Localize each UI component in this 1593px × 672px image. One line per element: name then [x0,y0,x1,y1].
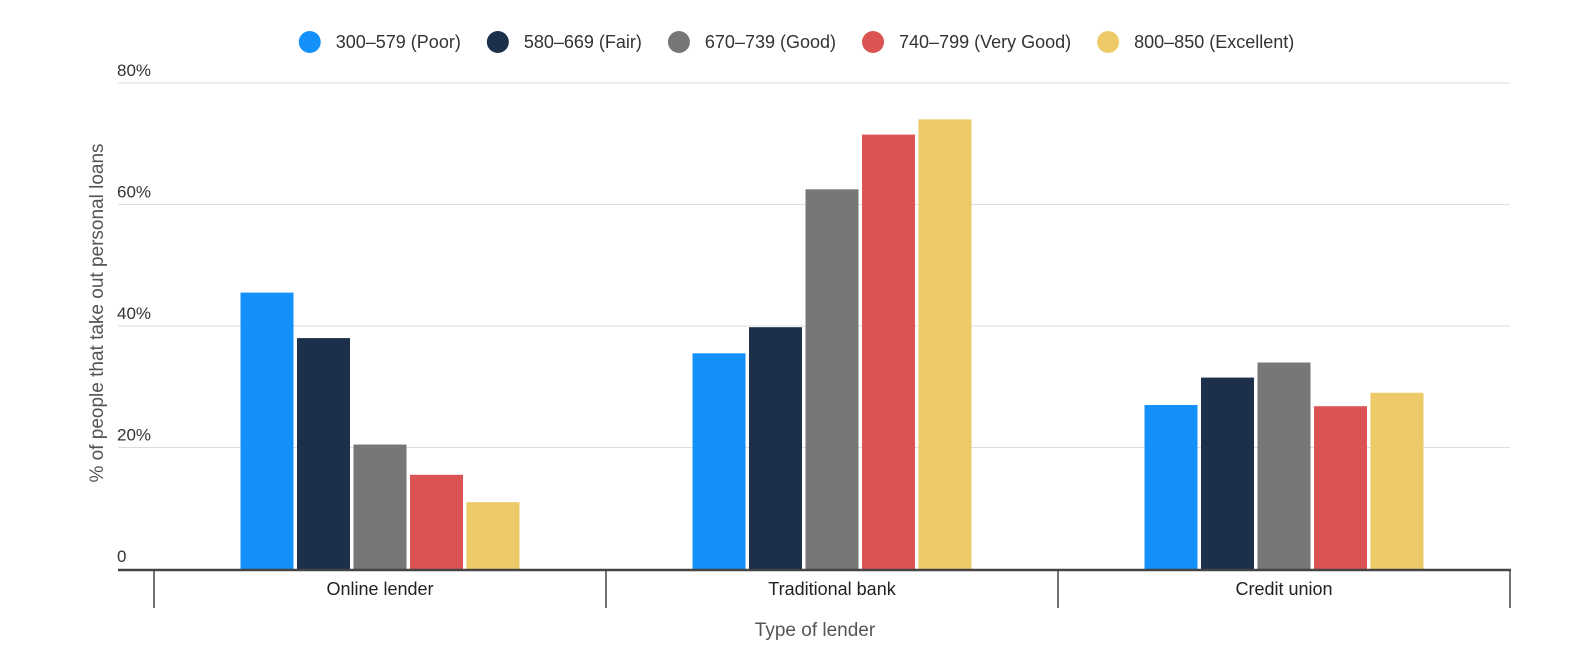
bar [1144,405,1198,569]
bar [466,502,520,569]
y-tick-label: 20% [117,426,151,445]
bar [862,134,915,569]
legend-label: 670–739 (Good) [705,32,836,52]
bar [749,327,802,569]
legend: 300–579 (Poor) 580–669 (Fair) 670–739 (Goo… [298,31,1294,53]
bar [353,444,407,569]
x-axis: Online lender Traditional bank Credit unio… [118,568,1511,608]
bars [240,119,1424,570]
legend-label: 800–850 (Excellent) [1134,32,1294,52]
y-axis-ticks: 0 20% 40% 60% 80% [117,61,151,566]
bar [1370,392,1424,569]
y-tick-label: 80% [117,61,151,80]
bar [240,292,294,569]
legend-marker [862,31,885,53]
y-tick-label: 60% [117,183,151,202]
bar [297,338,350,569]
bar [1257,362,1311,569]
y-tick-label: 40% [117,304,151,323]
bar [805,189,859,570]
y-tick-label: 0 [117,547,126,566]
x-tick-label: Credit union [1235,579,1332,599]
bar [692,353,746,569]
x-axis-title: Type of lender [755,620,876,641]
legend-label: 300–579 (Poor) [336,32,461,52]
legend-marker [486,31,509,53]
legend-marker [1097,31,1120,53]
legend-marker [298,31,321,53]
bar [918,119,972,570]
bar [1201,377,1254,569]
x-tick-label: Online lender [326,579,433,599]
legend-label: 580–669 (Fair) [524,32,642,52]
y-axis-title: % of people that take out personal loans [87,143,108,482]
x-tick-label: Traditional bank [768,579,896,599]
legend-marker [667,31,690,53]
bar [1314,406,1367,569]
legend-label: 740–799 (Very Good) [899,32,1071,52]
bar [410,474,463,569]
